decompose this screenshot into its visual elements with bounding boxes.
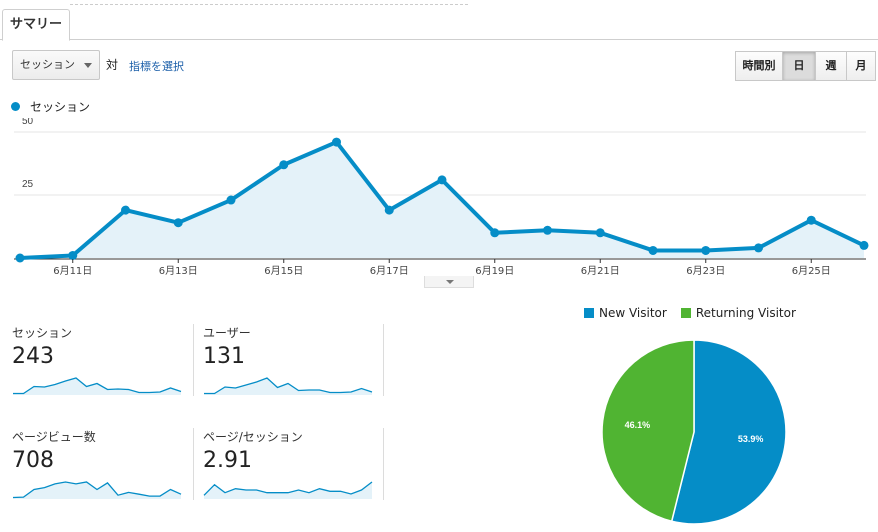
choose-metric-link[interactable]: 指標を選択 bbox=[129, 60, 184, 73]
scorecard-value: 131 bbox=[203, 344, 245, 369]
data-point[interactable] bbox=[68, 250, 78, 260]
pie-legend: New Visitor Returning Visitor bbox=[584, 306, 796, 320]
data-point[interactable] bbox=[173, 218, 183, 228]
tab-bar: サマリー bbox=[0, 0, 878, 41]
line-chart-legend: セッション bbox=[11, 98, 90, 115]
visitor-pie-chart: 53.9% 46.1% bbox=[601, 339, 787, 525]
metric-select-value: セッション bbox=[20, 58, 75, 71]
chevron-down-icon bbox=[84, 63, 92, 68]
chart-collapse-handle[interactable] bbox=[424, 276, 474, 288]
sparkline-line bbox=[204, 377, 373, 395]
granularity-week-button[interactable]: 週 bbox=[815, 51, 847, 81]
scorecard-label: ページ/セッション bbox=[203, 430, 303, 444]
data-point[interactable] bbox=[859, 240, 869, 250]
sparkline-area bbox=[13, 378, 181, 395]
data-point[interactable] bbox=[384, 205, 394, 215]
granularity-day-button[interactable]: 日 bbox=[782, 51, 816, 81]
data-point[interactable] bbox=[754, 243, 763, 253]
sparkline-line bbox=[203, 481, 373, 496]
legend-swatch-returning bbox=[680, 308, 691, 318]
scorecard-value: 2.91 bbox=[203, 448, 252, 473]
scorecard-users[interactable]: ユーザー 131 bbox=[203, 324, 383, 406]
sessions-line-chart: 25 50 6月11日 6月13日 6月15日 6月17日 6月19日 6月21日 6月23日 6… bbox=[14, 118, 869, 277]
scorecard-sessions[interactable]: セッション 243 bbox=[12, 324, 192, 406]
scorecard-sparkline bbox=[13, 377, 182, 395]
card-divider bbox=[193, 324, 194, 396]
scorecard-value: 708 bbox=[12, 448, 54, 473]
data-point[interactable] bbox=[595, 228, 605, 238]
legend-label-returning: Returning Visitor bbox=[695, 306, 796, 320]
sparkline-line bbox=[13, 377, 182, 395]
x-tick-label: 6月11日 bbox=[53, 265, 92, 277]
card-divider bbox=[383, 324, 384, 396]
data-point[interactable] bbox=[543, 225, 552, 235]
x-tick-label: 6月25日 bbox=[792, 265, 831, 277]
scorecard-label: ページビュー数 bbox=[12, 430, 96, 444]
chevron-down-icon bbox=[446, 280, 454, 284]
pie-data-label: 46.1% bbox=[625, 420, 651, 430]
granularity-toggle: 時間別 日 週 月 bbox=[735, 51, 876, 81]
scorecard-label: ユーザー bbox=[203, 326, 251, 340]
x-tick-label: 6月15日 bbox=[264, 265, 303, 277]
y-tick-label: 50 bbox=[22, 118, 34, 127]
scorecard-sparkline bbox=[204, 377, 373, 395]
legend-label: セッション bbox=[30, 100, 91, 114]
tab-summary[interactable]: サマリー bbox=[2, 9, 70, 41]
data-point[interactable] bbox=[437, 175, 447, 185]
granularity-hourly-button[interactable]: 時間別 bbox=[735, 51, 783, 81]
data-point[interactable] bbox=[226, 195, 236, 205]
granularity-month-button[interactable]: 月 bbox=[846, 51, 876, 81]
pie-slice[interactable] bbox=[670, 339, 787, 525]
data-point[interactable] bbox=[279, 160, 289, 170]
data-point[interactable] bbox=[490, 228, 500, 238]
metric-select[interactable]: セッション bbox=[12, 50, 100, 80]
x-tick-label: 6月13日 bbox=[159, 265, 198, 277]
legend-label-new: New Visitor bbox=[599, 306, 667, 320]
data-point[interactable] bbox=[15, 253, 25, 263]
scorecard-pages-per-session[interactable]: ページ/セッション 2.91 bbox=[203, 428, 383, 510]
x-tick-label: 6月23日 bbox=[686, 265, 725, 277]
legend-swatch-new bbox=[584, 308, 594, 318]
data-point[interactable] bbox=[332, 137, 341, 147]
x-tick-label: 6月17日 bbox=[370, 265, 409, 277]
tab-bar-divider bbox=[70, 4, 468, 5]
card-divider bbox=[193, 428, 194, 500]
card-divider bbox=[383, 428, 384, 500]
series-area bbox=[20, 142, 864, 258]
scorecard-label: セッション bbox=[12, 326, 73, 340]
data-point[interactable] bbox=[121, 205, 130, 215]
scorecard-sparkline bbox=[203, 481, 373, 499]
legend-dot-icon bbox=[11, 102, 20, 111]
pie-data-label: 53.9% bbox=[738, 434, 764, 444]
data-point[interactable] bbox=[648, 245, 658, 255]
scorecard-sparkline bbox=[12, 481, 182, 499]
x-tick-label: 6月19日 bbox=[475, 265, 514, 277]
sparkline-area bbox=[204, 482, 372, 499]
vs-label: 対 bbox=[106, 58, 119, 72]
x-tick-label: 6月21日 bbox=[581, 265, 620, 277]
y-tick-label: 25 bbox=[22, 179, 34, 190]
pie-slice[interactable] bbox=[601, 339, 695, 523]
data-point[interactable] bbox=[806, 215, 816, 225]
data-point[interactable] bbox=[701, 245, 711, 255]
sparkline-area bbox=[204, 378, 372, 395]
scorecard-value: 243 bbox=[12, 344, 54, 369]
sparkline-line bbox=[12, 481, 182, 499]
scorecard-pageviews[interactable]: ページビュー数 708 bbox=[12, 428, 192, 510]
